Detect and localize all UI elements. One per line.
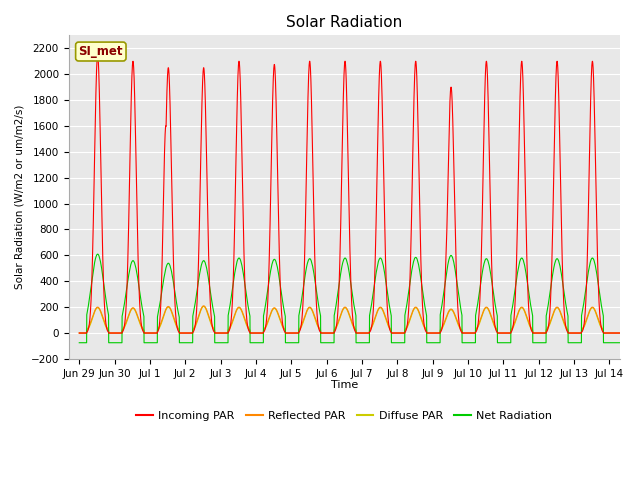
X-axis label: Time: Time (331, 380, 358, 390)
Title: Solar Radiation: Solar Radiation (286, 15, 403, 30)
Text: SI_met: SI_met (79, 45, 123, 58)
Legend: Incoming PAR, Reflected PAR, Diffuse PAR, Net Radiation: Incoming PAR, Reflected PAR, Diffuse PAR… (132, 407, 557, 425)
Y-axis label: Solar Radiation (W/m2 or um/m2/s): Solar Radiation (W/m2 or um/m2/s) (15, 105, 25, 289)
